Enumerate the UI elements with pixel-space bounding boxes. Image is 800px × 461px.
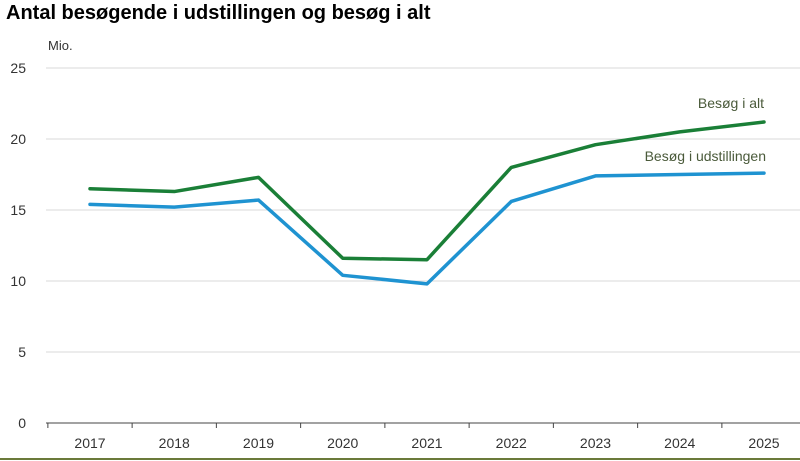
y-tick-label: 25 [10,60,26,76]
y-tick-label: 20 [10,131,26,147]
x-tick-label: 2022 [496,435,527,451]
y-tick-label: 10 [10,273,26,289]
x-tick-label: 2021 [411,435,442,451]
y-tick-label: 15 [10,202,26,218]
x-tick-label: 2019 [243,435,274,451]
x-tick-label: 2025 [748,435,779,451]
series-label: Besøg i udstillingen [645,148,766,164]
y-axis-label: Mio. [48,38,73,53]
x-tick-label: 2018 [159,435,190,451]
chart-title: Antal besøgende i udstillingen og besøg … [6,2,431,24]
x-tick-label: 2024 [664,435,695,451]
y-tick-label: 0 [18,415,26,431]
y-tick-label: 5 [18,344,26,360]
series-label: Besøg i alt [698,95,764,111]
x-tick-label: 2023 [580,435,611,451]
x-tick-label: 2017 [74,435,105,451]
x-tick-label: 2020 [327,435,358,451]
series-line-besoeg-i-alt [88,120,766,262]
